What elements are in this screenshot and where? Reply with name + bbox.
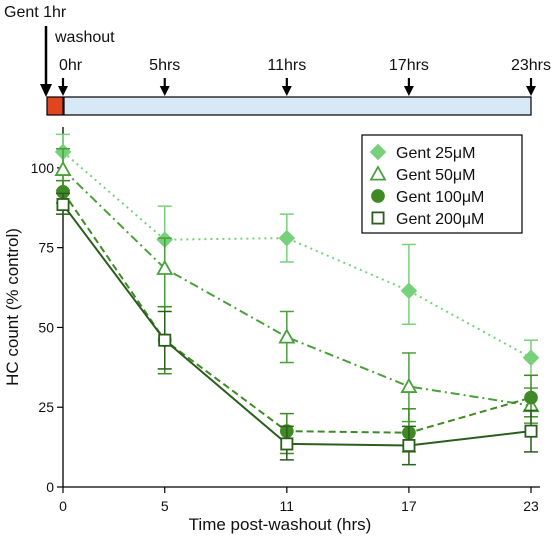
legend-item: Gent 200μM bbox=[371, 211, 484, 228]
y-tick-label: 75 bbox=[38, 240, 54, 256]
timeline-arrow-head bbox=[281, 86, 292, 96]
timeline-marker-label: 0hr bbox=[59, 57, 83, 74]
y-axis-title: HC count (% control) bbox=[3, 228, 22, 386]
timeline-marker: 11hrs bbox=[267, 57, 306, 96]
timeline-arrow-head bbox=[159, 86, 170, 96]
y-axis-ticks: 0 25 50 75 100 bbox=[31, 160, 63, 495]
timeline-marker: 0hr bbox=[58, 57, 83, 96]
x-tick-label: 5 bbox=[161, 498, 169, 514]
x-tick-label: 11 bbox=[280, 498, 295, 514]
data-point-square bbox=[524, 424, 538, 438]
x-tick-label: 23 bbox=[523, 498, 539, 514]
timeline-markers: 0hr 5hrs 11hrs 17hrs 23hrs bbox=[58, 57, 551, 96]
x-axis-ticks: 0 5 11 17 23 bbox=[59, 487, 539, 514]
series-group bbox=[56, 192, 538, 466]
data-point-diamond bbox=[278, 229, 296, 247]
timeline-marker: 17hrs bbox=[389, 57, 429, 96]
timeline: Gent 1hr washout 0hr 5hrs 11hrs 17hrs 23hrs bbox=[4, 4, 551, 116]
legend-box bbox=[361, 134, 523, 234]
data-point-triangle bbox=[278, 328, 296, 344]
exposure-label: Gent 1hr bbox=[4, 4, 67, 21]
data-point-diamond bbox=[369, 143, 387, 161]
timeline-arrow-head bbox=[403, 86, 414, 96]
timeline-arrow-head bbox=[58, 86, 68, 96]
legend-item: Gent 50μM bbox=[369, 165, 475, 184]
data-point-diamond bbox=[400, 282, 418, 300]
data-point-square bbox=[280, 437, 294, 451]
legend-item: Gent 100μM bbox=[371, 189, 484, 206]
legend-label: Gent 50μM bbox=[396, 167, 475, 184]
data-point-triangle bbox=[400, 377, 418, 393]
y-tick-label: 100 bbox=[31, 160, 55, 176]
timeline-marker: 23hrs bbox=[511, 57, 551, 96]
timeline-marker-label: 5hrs bbox=[149, 57, 180, 74]
data-point-circle bbox=[524, 390, 538, 405]
legend-item: Gent 25μM bbox=[369, 143, 475, 162]
series-group bbox=[54, 147, 540, 424]
legend-label: Gent 25μM bbox=[396, 145, 475, 162]
y-tick-label: 50 bbox=[38, 319, 54, 335]
data-point-square bbox=[158, 333, 172, 347]
exposure-bar bbox=[46, 96, 64, 116]
timeline-marker-label: 23hrs bbox=[511, 57, 551, 74]
legend-label: Gent 100μM bbox=[396, 189, 484, 206]
x-tick-label: 17 bbox=[401, 498, 417, 514]
x-tick-label: 0 bbox=[59, 498, 67, 514]
data-point-diamond bbox=[522, 349, 540, 367]
data-point-square bbox=[371, 211, 385, 225]
washout-label: washout bbox=[54, 29, 115, 46]
legend: Gent 25μM Gent 50μM Gent 100μM Gent 200μM bbox=[361, 134, 523, 234]
data-point-triangle bbox=[54, 160, 72, 176]
series-layer bbox=[54, 133, 540, 466]
washout-bar bbox=[63, 96, 532, 116]
timeline-marker-label: 11hrs bbox=[267, 57, 306, 74]
timeline-arrow-head bbox=[526, 86, 536, 96]
data-point-triangle bbox=[156, 259, 174, 275]
y-tick-label: 25 bbox=[38, 399, 54, 415]
data-point-triangle bbox=[369, 165, 387, 181]
y-tick-label: 0 bbox=[46, 479, 54, 495]
series-line bbox=[62, 203, 532, 447]
data-point-square bbox=[56, 198, 70, 212]
legend-label: Gent 200μM bbox=[396, 211, 484, 228]
exposure-arrow-head bbox=[40, 84, 52, 97]
data-point-circle bbox=[371, 189, 385, 203]
x-axis-title: Time post-washout (hrs) bbox=[189, 515, 372, 534]
data-point-square bbox=[402, 439, 416, 453]
timeline-marker-label: 17hrs bbox=[389, 57, 429, 74]
chart: 0 25 50 75 100 0 5 11 17 23 Time post-washout (h… bbox=[3, 127, 540, 534]
timeline-marker: 5hrs bbox=[149, 57, 180, 96]
